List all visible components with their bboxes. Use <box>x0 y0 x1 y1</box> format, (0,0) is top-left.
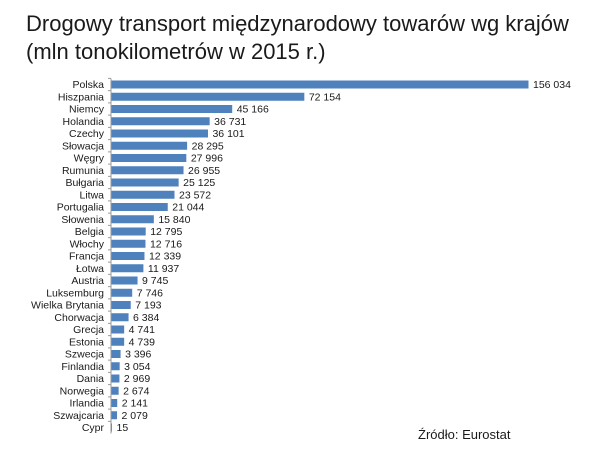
category-label: Grecja <box>73 324 104 336</box>
category-label: Estonia <box>69 336 104 348</box>
bar-francja <box>111 252 145 260</box>
value-label: 12 339 <box>149 251 181 263</box>
value-label: 15 840 <box>158 214 190 226</box>
value-label: 7 746 <box>137 287 163 299</box>
bar-holandia <box>111 117 210 126</box>
value-label: 4 741 <box>129 324 155 336</box>
category-label: Portugalia <box>57 202 104 214</box>
value-label: 28 295 <box>192 140 224 152</box>
bar-estonia <box>111 337 125 346</box>
bar-cypr <box>111 423 112 432</box>
bar-hiszpania <box>111 92 305 101</box>
bar-irlandia <box>111 399 118 407</box>
value-label: 26 955 <box>188 165 220 177</box>
category-label: Holandia <box>63 116 105 128</box>
bar-szwecja <box>111 350 121 358</box>
value-label: 72 154 <box>309 91 341 103</box>
value-label: 27 996 <box>191 153 223 165</box>
category-label: Finlandia <box>61 361 104 373</box>
category-label: Hiszpania <box>58 91 104 103</box>
bar-słowenia <box>111 215 154 224</box>
bar-polska <box>111 80 529 89</box>
category-label: Włochy <box>70 238 105 250</box>
bar-słowacja <box>111 141 188 150</box>
value-label: 3 054 <box>124 361 150 373</box>
bar-belgia <box>111 227 146 236</box>
bar-szwajcaria <box>111 411 118 420</box>
bar-finlandia <box>111 362 120 371</box>
bar-włochy <box>111 239 146 248</box>
value-label: 2 674 <box>123 385 149 397</box>
chart-title: Drogowy transport międzynarodowy towarów… <box>26 11 569 64</box>
category-label: Łotwa <box>76 263 104 275</box>
value-label: 25 125 <box>183 177 215 189</box>
category-label: Norwegia <box>60 385 105 397</box>
value-label: 9 745 <box>142 275 168 287</box>
bar-bułgaria <box>111 178 179 187</box>
category-label: Czechy <box>69 128 105 140</box>
category-label: Irlandia <box>70 398 105 410</box>
bar-czechy <box>111 129 208 138</box>
bar-litwa <box>111 190 175 199</box>
category-label: Dania <box>77 373 105 385</box>
category-label: Polska <box>72 79 104 91</box>
category-label: Francja <box>69 251 104 263</box>
category-label: Niemcy <box>69 104 105 116</box>
category-label: Słowacja <box>62 140 104 152</box>
value-label: 2 969 <box>124 373 150 385</box>
value-label: 2 141 <box>122 398 148 410</box>
bar-łotwa <box>111 264 144 273</box>
value-label: 12 716 <box>150 238 182 250</box>
category-label: Węgry <box>74 153 105 165</box>
bar-węgry <box>111 154 187 162</box>
value-label: 156 034 <box>533 79 571 91</box>
bar-norwegia <box>111 386 119 395</box>
category-label: Wielka Brytania <box>31 300 104 312</box>
bar-portugalia <box>111 203 168 211</box>
value-label: 6 384 <box>133 312 159 324</box>
category-label: Szwecja <box>65 349 104 361</box>
value-label: 3 396 <box>125 349 151 361</box>
source-note: Źródło: Eurostat <box>418 427 511 442</box>
category-label: Austria <box>71 275 104 287</box>
category-label: Chorwacja <box>54 312 104 324</box>
bar-grecja <box>111 325 125 334</box>
bar-luksemburg <box>111 288 133 297</box>
category-label: Bułgaria <box>65 177 104 189</box>
value-label: 21 044 <box>172 202 204 214</box>
category-label: Szwajcaria <box>53 410 104 422</box>
category-label: Luksemburg <box>46 287 104 299</box>
bar-chorwacja <box>111 313 129 322</box>
category-label: Belgia <box>75 226 104 238</box>
bar-niemcy <box>111 105 233 113</box>
category-label: Cypr <box>82 422 105 434</box>
value-label: 36 731 <box>214 116 246 128</box>
value-label: 36 101 <box>212 128 244 140</box>
bar-rumunia <box>111 166 184 175</box>
value-label: 2 079 <box>122 410 148 422</box>
bar-dania <box>111 374 120 383</box>
value-label: 15 <box>117 422 129 434</box>
value-label: 45 166 <box>237 104 269 116</box>
category-label: Słowenia <box>61 214 104 226</box>
bar-austria <box>111 276 138 285</box>
value-label: 7 193 <box>135 300 161 312</box>
value-label: 23 572 <box>179 189 211 201</box>
bar-wielka-brytania <box>111 301 131 309</box>
value-label: 12 795 <box>150 226 182 238</box>
category-label: Litwa <box>79 189 104 201</box>
category-label: Rumunia <box>62 165 104 177</box>
value-label: 11 937 <box>148 263 179 275</box>
value-label: 4 739 <box>129 336 155 348</box>
